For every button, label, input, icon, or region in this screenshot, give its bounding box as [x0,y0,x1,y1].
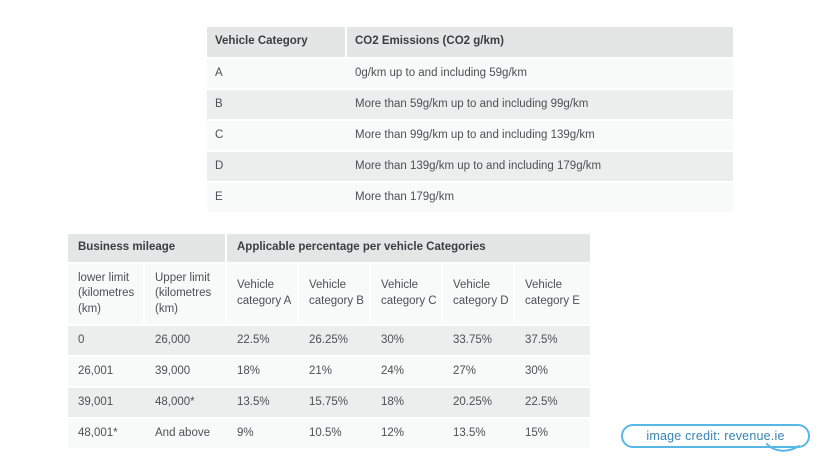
column-header-lower-limit: lower limit (kilometres (km) [68,264,143,324]
table-row: B More than 59g/km up to and including 9… [207,90,733,119]
co2-header-emissions: CO2 Emissions (CO2 g/km) [347,27,733,57]
business-mileage-table: Business mileage Applicable percentage p… [68,234,590,450]
table-row: 48,001* And above 9% 10.5% 12% 13.5% 15% [68,419,590,448]
group-header-business-mileage: Business mileage [68,234,225,262]
emissions-cell: More than 59g/km up to and including 99g… [355,97,589,110]
table-cell: 0 [78,333,85,346]
column-header-category-d: Vehicle category D [443,264,513,324]
table-cell: 18% [381,395,405,408]
table-cell: 39,000 [155,364,191,377]
group-header-applicable-percentage: Applicable percentage per vehicle Catego… [227,234,590,262]
emissions-cell: More than 139g/km up to and including 17… [355,159,602,172]
emissions-cell: 0g/km up to and including 59g/km [355,66,527,79]
column-header-category-b: Vehicle category B [299,264,369,324]
table-cell: 15% [525,426,549,439]
table-cell: 39,001 [78,395,114,408]
table-cell: 12% [381,426,405,439]
co2-table-header-row: Vehicle Category CO2 Emissions (CO2 g/km… [207,27,733,57]
table-cell: And above [155,426,210,439]
table-cell: 26,001 [78,364,114,377]
emissions-cell: More than 179g/km [355,190,455,203]
table-cell: 33.75% [453,333,493,346]
column-header-category-c: Vehicle category C [371,264,441,324]
co2-header-vehicle-category: Vehicle Category [207,27,345,57]
table-cell: 30% [525,364,549,377]
table-cell: 26,000 [155,333,191,346]
table-row: D More than 139g/km up to and including … [207,152,733,181]
table-row: E More than 179g/km [207,183,733,212]
table-cell: 27% [453,364,477,377]
table-row: 26,001 39,000 18% 21% 24% 27% 30% [68,357,590,386]
image-credit-label: image credit: revenue.ie [646,429,785,443]
table-row: 0 26,000 22.5% 26.25% 30% 33.75% 37.5% [68,326,590,355]
table-cell: 10.5% [309,426,342,439]
table-cell: 20.25% [453,395,493,408]
category-cell: B [215,97,223,110]
table-cell: 26.25% [309,333,349,346]
table-cell: 48,000* [155,395,195,408]
table-cell: 22.5% [237,333,270,346]
column-header-upper-limit: Upper limit (kilometres (km) [145,264,225,324]
table-row: A 0g/km up to and including 59g/km [207,59,733,88]
table-row: 39,001 48,000* 13.5% 15.75% 18% 20.25% 2… [68,388,590,417]
badge-tail-decoration [766,443,800,452]
column-header-category-a: Vehicle category A [227,264,297,324]
table-cell: 48,001* [78,426,118,439]
image-credit-badge: image credit: revenue.ie [621,424,810,452]
category-cell: E [215,190,223,203]
co2-emissions-table: Vehicle Category CO2 Emissions (CO2 g/km… [207,27,733,214]
table-row: C More than 99g/km up to and including 1… [207,121,733,150]
column-header-category-e: Vehicle category E [515,264,590,324]
table-cell: 24% [381,364,405,377]
table-cell: 18% [237,364,261,377]
table-cell: 21% [309,364,333,377]
table-cell: 30% [381,333,405,346]
table-cell: 15.75% [309,395,349,408]
category-cell: D [215,159,224,172]
bik-group-header-row: Business mileage Applicable percentage p… [68,234,590,262]
table-cell: 22.5% [525,395,558,408]
bik-column-header-row: lower limit (kilometres (km) Upper limit… [68,264,590,324]
table-cell: 9% [237,426,254,439]
category-cell: C [215,128,224,141]
table-cell: 37.5% [525,333,558,346]
table-cell: 13.5% [453,426,486,439]
category-cell: A [215,66,223,79]
table-cell: 13.5% [237,395,270,408]
emissions-cell: More than 99g/km up to and including 139… [355,128,595,141]
